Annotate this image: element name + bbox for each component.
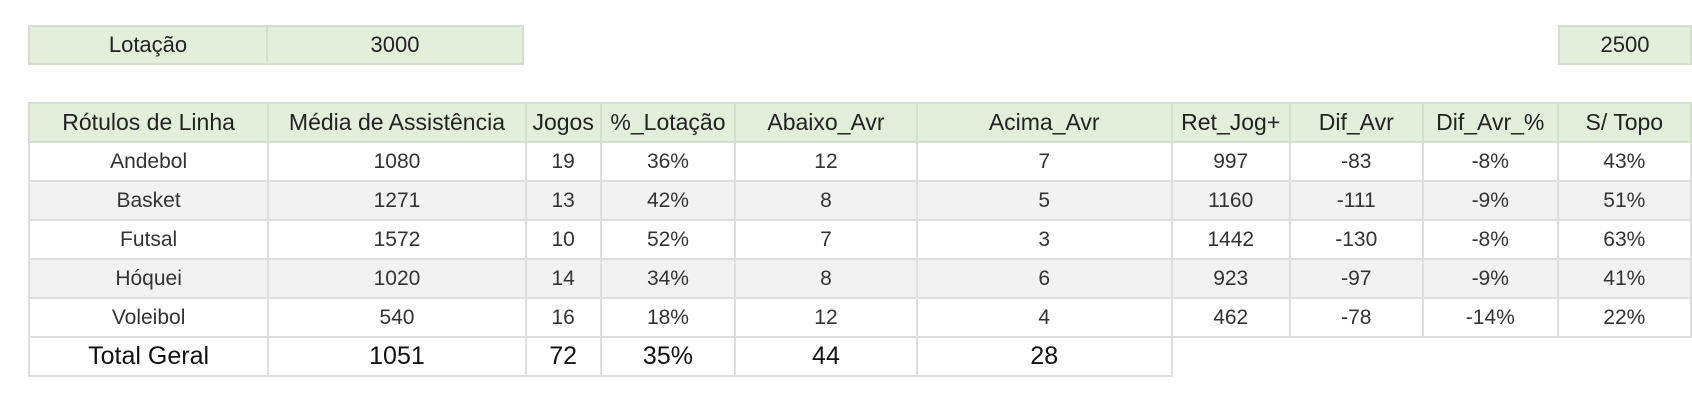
table-cell[interactable]: -8% — [1421, 141, 1559, 182]
total-row: Total Geral 1051 72 35% 44 28 — [27, 336, 1691, 377]
table-row: Futsal 1572 10 52% 7 3 1442 -130 -8% 63% — [27, 219, 1692, 260]
table-cell[interactable]: 13 — [524, 180, 602, 221]
table-cell[interactable]: -97 — [1288, 258, 1424, 299]
table-cell[interactable]: 1160 — [1170, 180, 1291, 221]
table-cell[interactable]: 1080 — [267, 141, 527, 182]
empty-cell — [1172, 337, 1290, 376]
lotacao-value[interactable]: 3000 — [266, 25, 524, 65]
table-cell[interactable]: 10 — [524, 219, 602, 260]
table-cell[interactable]: 5 — [915, 180, 1173, 221]
table-cell[interactable]: 19 — [524, 141, 602, 182]
table-cell[interactable]: 63% — [1556, 219, 1692, 260]
table-cell[interactable]: -130 — [1288, 219, 1424, 260]
empty-cell — [1423, 337, 1558, 376]
header-s-topo[interactable]: S/ Topo — [1556, 102, 1692, 143]
top-threshold-value[interactable]: 2500 — [1558, 25, 1692, 65]
total-cell[interactable]: 35% — [599, 336, 737, 377]
table-cell[interactable]: 16 — [524, 297, 602, 338]
table-cell[interactable]: 3 — [915, 219, 1173, 260]
table-cell[interactable]: -78 — [1288, 297, 1424, 338]
table-cell[interactable]: 18% — [599, 297, 737, 338]
total-label-cell[interactable]: Total Geral — [27, 336, 270, 377]
table-cell[interactable]: 12 — [734, 141, 918, 182]
empty-cell — [1290, 337, 1423, 376]
table-cell[interactable]: 52% — [599, 219, 737, 260]
table-cell[interactable]: -8% — [1421, 219, 1559, 260]
header-dif-avr-pct[interactable]: Dif_Avr_% — [1421, 102, 1559, 143]
table-cell[interactable]: 51% — [1556, 180, 1692, 221]
table-cell[interactable]: 7 — [734, 219, 918, 260]
table-cell[interactable]: -9% — [1421, 180, 1559, 221]
table-cell[interactable]: 4 — [915, 297, 1173, 338]
table-row: Basket 1271 13 42% 8 5 1160 -111 -9% 51% — [27, 180, 1692, 221]
table-cell[interactable]: -111 — [1288, 180, 1424, 221]
row-label-cell[interactable]: Voleibol — [27, 297, 270, 338]
table-cell[interactable]: 14 — [524, 258, 602, 299]
header-media-de-assistencia[interactable]: Média de Assistência — [267, 102, 527, 143]
table-cell[interactable]: 462 — [1170, 297, 1291, 338]
table-cell[interactable]: 22% — [1556, 297, 1692, 338]
header-abaixo-avr[interactable]: Abaixo_Avr — [734, 102, 918, 143]
table-cell[interactable]: 7 — [915, 141, 1173, 182]
table-cell[interactable]: 1271 — [267, 180, 527, 221]
table-cell[interactable]: 36% — [599, 141, 737, 182]
table-row: Andebol 1080 19 36% 12 7 997 -83 -8% 43% — [27, 141, 1692, 182]
table-cell[interactable]: 43% — [1556, 141, 1692, 182]
header-dif-avr[interactable]: Dif_Avr — [1288, 102, 1424, 143]
table-cell[interactable]: 34% — [599, 258, 737, 299]
table-cell[interactable]: 923 — [1170, 258, 1291, 299]
row-label-cell[interactable]: Andebol — [27, 141, 270, 182]
table-cell[interactable]: -83 — [1288, 141, 1424, 182]
header-jogos[interactable]: Jogos — [524, 102, 602, 143]
total-cell[interactable]: 28 — [915, 336, 1173, 377]
table-cell[interactable]: 1572 — [267, 219, 527, 260]
row-label-cell[interactable]: Basket — [27, 180, 270, 221]
table-cell[interactable]: -14% — [1421, 297, 1559, 338]
empty-cell — [1558, 337, 1691, 376]
table-cell[interactable]: 41% — [1556, 258, 1692, 299]
table-cell[interactable]: 1442 — [1170, 219, 1291, 260]
table-cell[interactable]: 1020 — [267, 258, 527, 299]
header-lotacao-pct[interactable]: %_Lotação — [599, 102, 737, 143]
total-cell[interactable]: 1051 — [267, 336, 527, 377]
table-cell[interactable]: 540 — [267, 297, 527, 338]
pivot-table: Rótulos de Linha Média de Assistência Jo… — [27, 102, 1692, 377]
table-row: Voleibol 540 16 18% 12 4 462 -78 -14% 22… — [27, 297, 1692, 338]
table-cell[interactable]: -9% — [1421, 258, 1559, 299]
total-cell[interactable]: 44 — [734, 336, 918, 377]
table-cell[interactable]: 8 — [734, 180, 918, 221]
row-label-cell[interactable]: Hóquei — [27, 258, 270, 299]
table-cell[interactable]: 12 — [734, 297, 918, 338]
header-row: Rótulos de Linha Média de Assistência Jo… — [27, 102, 1692, 143]
table-cell[interactable]: 997 — [1170, 141, 1291, 182]
table-cell[interactable]: 6 — [915, 258, 1173, 299]
lotacao-label[interactable]: Lotação — [28, 25, 268, 65]
table-cell[interactable]: 42% — [599, 180, 737, 221]
table-row: Hóquei 1020 14 34% 8 6 923 -97 -9% 41% — [27, 258, 1692, 299]
header-acima-avr[interactable]: Acima_Avr — [915, 102, 1173, 143]
header-rotulos-de-linha[interactable]: Rótulos de Linha — [27, 102, 270, 143]
header-ret-jog[interactable]: Ret_Jog+ — [1170, 102, 1291, 143]
table-cell[interactable]: 8 — [734, 258, 918, 299]
total-cell[interactable]: 72 — [524, 336, 602, 377]
row-label-cell[interactable]: Futsal — [27, 219, 270, 260]
